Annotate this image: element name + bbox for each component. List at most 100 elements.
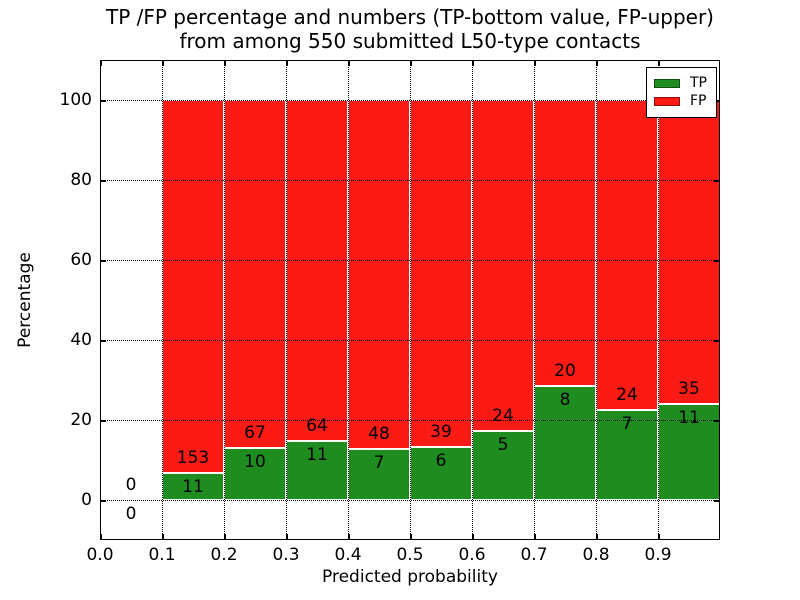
tp-count-label: 7 <box>621 413 633 434</box>
x-tick-mark <box>596 60 598 66</box>
x-tick-mark <box>534 60 536 66</box>
y-tick-label: 80 <box>70 170 92 190</box>
fp-count-label: 24 <box>616 384 638 405</box>
x-tick-mark <box>472 60 474 66</box>
vertical-gridline <box>658 60 659 540</box>
y-tick-mark <box>714 260 720 262</box>
y-tick-label: 60 <box>70 250 92 270</box>
fp-count-label: 48 <box>368 424 390 445</box>
fp-count-label: 67 <box>244 423 266 444</box>
tp-bar-segment <box>286 441 348 500</box>
fp-bar-segment <box>286 100 348 442</box>
vertical-gridline <box>472 60 473 540</box>
y-tick-mark <box>100 420 106 422</box>
x-tick-mark <box>162 60 164 66</box>
legend-label-fp: FP <box>690 93 707 109</box>
vertical-gridline <box>162 60 163 540</box>
tp-count-label: 10 <box>244 452 266 473</box>
tp-bar-segment <box>472 431 534 500</box>
y-tick-mark <box>714 420 720 422</box>
tp-count-label: 5 <box>497 435 509 456</box>
x-axis-label: Predicted probability <box>322 567 498 587</box>
tp-count-label: 11 <box>182 477 204 498</box>
x-tick-label: 0.3 <box>272 545 300 565</box>
tp-count-label: 8 <box>559 389 571 410</box>
fp-count-label: 0 <box>125 475 137 495</box>
x-tick-mark <box>410 60 412 66</box>
fp-bar-segment <box>534 100 596 386</box>
x-tick-mark <box>348 534 350 540</box>
y-tick-mark <box>100 500 106 502</box>
legend-row-fp: FP <box>654 94 707 109</box>
x-tick-label: 0.6 <box>458 545 486 565</box>
x-tick-mark <box>658 60 660 66</box>
fp-bar-segment <box>472 100 534 432</box>
y-tick-mark <box>100 100 106 102</box>
fp-count-label: 153 <box>176 448 210 469</box>
fp-count-label: 35 <box>678 379 700 400</box>
y-tick-mark <box>100 260 106 262</box>
x-tick-label: 0.5 <box>396 545 424 565</box>
axes-frame <box>100 60 720 540</box>
tp-bar-segment <box>534 385 596 500</box>
vertical-gridline <box>224 60 225 540</box>
y-tick-label: 0 <box>81 490 92 510</box>
x-tick-label: 0.1 <box>148 545 176 565</box>
x-tick-mark <box>410 534 412 540</box>
vertical-gridline <box>348 60 349 540</box>
tp-count-label: 7 <box>373 453 385 474</box>
x-tick-mark <box>534 534 536 540</box>
tp-bar-segment <box>224 448 286 500</box>
y-axis-label: Percentage <box>15 252 35 348</box>
x-tick-mark <box>658 534 660 540</box>
vertical-gridline <box>534 60 535 540</box>
x-tick-label: 0.0 <box>86 545 114 565</box>
chart-title-line2: from among 550 submitted L50-type contac… <box>179 29 641 53</box>
y-tick-mark <box>100 340 106 342</box>
fp-count-label: 39 <box>430 421 452 442</box>
fp-count-label: 64 <box>306 416 328 437</box>
tp-count-label: 11 <box>678 408 700 429</box>
tp-bar-segment <box>596 409 658 500</box>
y-tick-label: 40 <box>70 330 92 350</box>
x-tick-mark <box>596 534 598 540</box>
vertical-gridline <box>286 60 287 540</box>
fp-bar-segment <box>596 100 658 410</box>
x-tick-mark <box>286 60 288 66</box>
fp-bar-segment <box>348 100 410 450</box>
y-tick-label: 100 <box>59 90 92 110</box>
x-tick-mark <box>224 534 226 540</box>
x-tick-mark <box>224 60 226 66</box>
y-tick-mark <box>714 500 720 502</box>
y-tick-mark <box>714 340 720 342</box>
vertical-gridline <box>410 60 411 540</box>
tp-count-label: 0 <box>125 504 137 524</box>
legend-row-tp: TP <box>654 76 707 91</box>
tp-bar-segment <box>348 449 410 500</box>
tp-count-label: 6 <box>435 450 447 471</box>
y-tick-mark <box>100 180 106 182</box>
chart-title-line1: TP /FP percentage and numbers (TP-bottom… <box>106 5 714 29</box>
x-tick-mark <box>162 534 164 540</box>
fp-swatch-icon <box>654 97 680 106</box>
fp-count-label: 24 <box>492 406 514 427</box>
x-tick-mark <box>472 534 474 540</box>
x-tick-label: 0.2 <box>210 545 238 565</box>
y-tick-mark <box>714 180 720 182</box>
fp-count-label: 20 <box>554 360 576 381</box>
x-tick-label: 0.8 <box>582 545 610 565</box>
x-tick-mark <box>286 534 288 540</box>
x-tick-label: 0.7 <box>520 545 548 565</box>
legend: TP FP <box>646 67 717 118</box>
tp-count-label: 11 <box>306 445 328 466</box>
tp-bar-segment <box>410 446 472 500</box>
x-tick-mark <box>348 60 350 66</box>
x-tick-label: 0.9 <box>644 545 672 565</box>
vertical-gridline <box>596 60 597 540</box>
tp-swatch-icon <box>654 79 680 88</box>
x-tick-label: 0.4 <box>334 545 362 565</box>
y-tick-mark <box>714 100 720 102</box>
legend-label-tp: TP <box>690 75 707 91</box>
y-tick-label: 20 <box>70 410 92 430</box>
